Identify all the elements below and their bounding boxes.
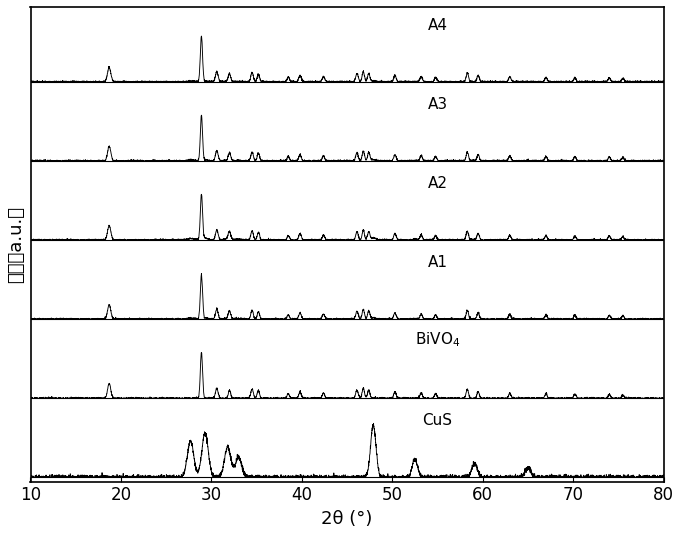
- Text: A1: A1: [428, 255, 447, 270]
- Text: A4: A4: [428, 18, 447, 33]
- Text: A3: A3: [428, 97, 447, 112]
- Text: BiVO$_4$: BiVO$_4$: [415, 331, 460, 349]
- Text: CuS: CuS: [422, 414, 452, 429]
- Y-axis label: 强度（a.u.）: 强度（a.u.）: [7, 206, 25, 283]
- X-axis label: 2θ (°): 2θ (°): [321, 510, 373, 528]
- Text: A2: A2: [428, 176, 447, 191]
